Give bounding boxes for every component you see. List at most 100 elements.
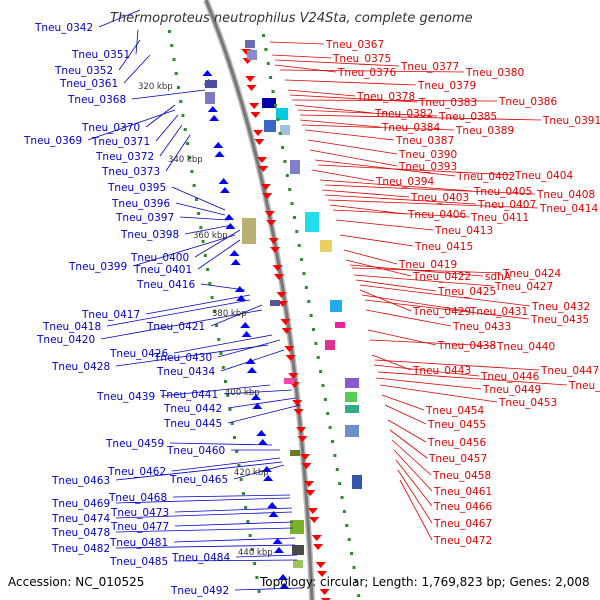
gene-label-tneu-0463[interactable]: Tneu_0463 <box>51 475 110 487</box>
gene-label-tneu-0426[interactable]: Tneu_0426 <box>109 348 168 360</box>
gene-label-tneu-0369[interactable]: Tneu_0369 <box>23 135 82 147</box>
gene-label-tneu-0441[interactable]: Tneu_0441 <box>159 389 218 401</box>
gene-label-tneu-0443[interactable]: Tneu_0443 <box>412 365 471 377</box>
gene-label-tneu-0391[interactable]: Tneu_0391 <box>542 115 600 127</box>
gene-label-tneu-0371[interactable]: Tneu_0371 <box>91 136 150 148</box>
gene-label-tneu-0417[interactable]: Tneu_0417 <box>81 309 140 321</box>
gene-label-tneu-0377[interactable]: Tneu_0377 <box>400 61 459 73</box>
gene-label-tneu-0431[interactable]: Tneu_0431 <box>469 306 528 318</box>
gene-label-tneu-0421[interactable]: Tneu_0421 <box>146 321 205 333</box>
gene-label-tneu-0402[interactable]: Tneu_0402 <box>456 171 515 183</box>
gene-label-tneu-0442[interactable]: Tneu_0442 <box>163 403 222 415</box>
gene-label-tneu-0459[interactable]: Tneu_0459 <box>105 438 164 450</box>
gene-label-tneu-0367[interactable]: Tneu_0367 <box>325 39 384 51</box>
gene-label-tneu-0393[interactable]: Tneu_0393 <box>398 161 457 173</box>
gene-label-tneu-0379[interactable]: Tneu_0379 <box>417 80 476 92</box>
gene-label-tneu-0373[interactable]: Tneu_0373 <box>101 166 160 178</box>
gene-label-tneu-0485[interactable]: Tneu_0485 <box>109 556 168 568</box>
gene-label-tneu-0432[interactable]: Tneu_0432 <box>531 301 590 313</box>
gene-label-tneu-0461[interactable]: Tneu_0461 <box>433 486 492 498</box>
gene-label-tneu-0382[interactable]: Tneu_0382 <box>374 108 433 120</box>
gene-label-tneu-0389[interactable]: Tneu_0389 <box>455 125 514 137</box>
gene-label-tneu-0466[interactable]: Tneu_0466 <box>433 501 492 513</box>
gene-label-sdha[interactable]: sdhA <box>485 271 512 283</box>
gene-label-tneu-0424[interactable]: Tneu_0424 <box>502 268 561 280</box>
gene-label-tneu-0422[interactable]: Tneu_0422 <box>412 271 471 283</box>
gene-label-tneu-0478[interactable]: Tneu_0478 <box>51 527 110 539</box>
gene-label-tneu-0434[interactable]: Tneu_0434 <box>156 366 215 378</box>
gene-label-tneu-0425[interactable]: Tneu_0425 <box>437 286 496 298</box>
gene-label-tneu-0418[interactable]: Tneu_0418 <box>42 321 101 333</box>
gene-label-tneu-0460[interactable]: Tneu_0460 <box>166 445 225 457</box>
gene-label-tneu-0477[interactable]: Tneu_0477 <box>110 521 169 533</box>
gene-label-tneu-0430[interactable]: Tneu_0430 <box>153 352 212 364</box>
gene-label-tneu-0455[interactable]: Tneu_0455 <box>427 419 486 431</box>
gene-label-tneu-0454[interactable]: Tneu_0454 <box>425 405 484 417</box>
gene-label-tneu-0449[interactable]: Tneu_0449 <box>482 384 541 396</box>
gene-label-tneu-0351[interactable]: Tneu_0351 <box>71 49 130 61</box>
gene-label-tneu-0370[interactable]: Tneu_0370 <box>81 122 140 134</box>
gene-label-tneu-0380[interactable]: Tneu_0380 <box>465 67 524 79</box>
gene-label-tneu-0420[interactable]: Tneu_0420 <box>36 334 95 346</box>
gene-label-tneu-0474[interactable]: Tneu_0474 <box>51 513 110 525</box>
gene-label-tneu-0419[interactable]: Tneu_0419 <box>398 259 457 271</box>
gene-label-tneu-0400[interactable]: Tneu_0400 <box>130 252 189 264</box>
gene-label-tneu-0438[interactable]: Tneu_0438 <box>437 340 496 352</box>
gene-label-tneu-0372[interactable]: Tneu_0372 <box>95 151 154 163</box>
gene-label-tneu-0397[interactable]: Tneu_0397 <box>115 212 174 224</box>
gene-label-tneu-0414[interactable]: Tneu_0414 <box>539 203 598 215</box>
gene-label-tneu-0375[interactable]: Tneu_0375 <box>332 53 391 65</box>
gene-label-tneu-0482[interactable]: Tneu_0482 <box>51 543 110 555</box>
gene-label-tneu-0408[interactable]: Tneu_0408 <box>536 189 595 201</box>
gene-label-tneu-0492[interactable]: Tneu_0492 <box>170 585 229 597</box>
gene-label-tneu-0368[interactable]: Tneu_0368 <box>67 94 126 106</box>
gene-label-tneu-0403[interactable]: Tneu_0403 <box>410 192 469 204</box>
gene-label-tneu-0399[interactable]: Tneu_0399 <box>68 261 127 273</box>
gene-label-tneu-0405[interactable]: Tneu_0405 <box>473 186 532 198</box>
gene-label-tneu-0472[interactable]: Tneu_0472 <box>433 535 492 547</box>
gene-label-tneu-0386[interactable]: Tneu_0386 <box>498 96 557 108</box>
gene-label-tneu-0406[interactable]: Tneu_0406 <box>407 209 466 221</box>
gene-label-tneu-0385[interactable]: Tneu_0385 <box>438 111 497 123</box>
gene-label-tneu-0401[interactable]: Tneu_0401 <box>133 264 192 276</box>
gene-label-tneu-0440[interactable]: Tneu_0440 <box>496 341 555 353</box>
gene-label-tneu-0429[interactable]: Tneu_0429 <box>412 306 471 318</box>
gene-label-tneu-0453[interactable]: Tneu_0453 <box>498 397 557 409</box>
gene-label-tneu-0376[interactable]: Tneu_0376 <box>337 67 396 79</box>
gene-label-tneu-0458[interactable]: Tneu_0458 <box>432 470 491 482</box>
gene-label-tneu-0456[interactable]: Tneu_0456 <box>427 437 486 449</box>
gene-label-tneu-0435[interactable]: Tneu_0435 <box>530 314 589 326</box>
gene-label-tneu-0428[interactable]: Tneu_0428 <box>51 361 110 373</box>
gene-label-tneu-0481[interactable]: Tneu_0481 <box>109 537 168 549</box>
gene-label-tneu-0473[interactable]: Tneu_0473 <box>110 507 169 519</box>
gene-label-tneu-0468[interactable]: Tneu_0468 <box>108 492 167 504</box>
gene-label-tneu-0378[interactable]: Tneu_0378 <box>356 91 415 103</box>
gene-label-tneu-0446[interactable]: Tneu_0446 <box>480 371 539 383</box>
gene-label-tneu-0416[interactable]: Tneu_0416 <box>136 279 195 291</box>
gene-label-tneu-0462[interactable]: Tneu_0462 <box>107 466 166 478</box>
gene-label-tneu-0447[interactable]: Tneu_0447 <box>540 365 599 377</box>
gene-label-tneu-0361[interactable]: Tneu_0361 <box>59 78 118 90</box>
gene-label-tneu-0445[interactable]: Tneu_0445 <box>163 418 222 430</box>
gene-label-tneu-0395[interactable]: Tneu_0395 <box>107 182 166 194</box>
gene-label-tneu-0450[interactable]: Tneu_0450 <box>568 380 600 392</box>
gene-label-tneu-0413[interactable]: Tneu_0413 <box>434 225 493 237</box>
gene-label-tneu-0467[interactable]: Tneu_0467 <box>433 518 492 530</box>
gene-label-tneu-0411[interactable]: Tneu_0411 <box>470 212 529 224</box>
gene-label-tneu-0415[interactable]: Tneu_0415 <box>414 241 473 253</box>
gene-label-tneu-0390[interactable]: Tneu_0390 <box>398 149 457 161</box>
gene-label-tneu-0394[interactable]: Tneu_0394 <box>375 176 434 188</box>
gene-label-tneu-0396[interactable]: Tneu_0396 <box>111 198 170 210</box>
gene-label-tneu-0404[interactable]: Tneu_0404 <box>514 170 573 182</box>
gene-label-tneu-0383[interactable]: Tneu_0383 <box>418 97 477 109</box>
gene-label-tneu-0433[interactable]: Tneu_0433 <box>452 321 511 333</box>
gene-label-tneu-0484[interactable]: Tneu_0484 <box>171 552 230 564</box>
gene-label-tneu-0384[interactable]: Tneu_0384 <box>381 122 440 134</box>
gene-label-tneu-0387[interactable]: Tneu_0387 <box>395 135 454 147</box>
gene-label-tneu-0465[interactable]: Tneu_0465 <box>169 474 228 486</box>
gene-label-tneu-0427[interactable]: Tneu_0427 <box>494 281 553 293</box>
gene-label-tneu-0342[interactable]: Tneu_0342 <box>34 22 93 34</box>
gene-label-tneu-0352[interactable]: Tneu_0352 <box>54 65 113 77</box>
gene-label-tneu-0439[interactable]: Tneu_0439 <box>96 391 155 403</box>
gene-label-tneu-0457[interactable]: Tneu_0457 <box>428 453 487 465</box>
